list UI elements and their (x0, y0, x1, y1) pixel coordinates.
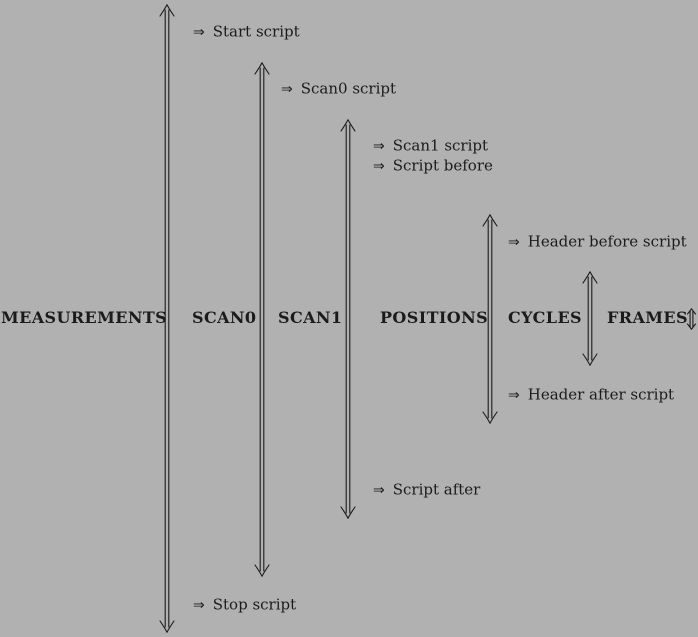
double-right-arrow-icon: ⇒ (373, 482, 385, 499)
double-right-arrow-icon: ⇒ (193, 24, 205, 41)
level-label-scan0: SCAN0 (192, 308, 257, 327)
annotation-text: Scan0 script (300, 79, 397, 98)
annotation-stop-script: ⇒ Stop script (193, 595, 297, 614)
level-label-frames: FRAMES (607, 308, 688, 327)
annotation-text: Script before (392, 156, 493, 175)
level-label-measurements: MEASUREMENTS (1, 308, 168, 327)
updown-arrow-icon-frames (686, 308, 696, 330)
loop-extent-arrow-positions (482, 214, 498, 424)
double-right-arrow-icon: ⇒ (508, 234, 520, 251)
loop-extent-arrow-scan1 (340, 119, 356, 519)
double-right-arrow-icon: ⇒ (281, 81, 293, 98)
double-right-arrow-icon: ⇒ (373, 158, 385, 175)
level-label-cycles: CYCLES (508, 308, 583, 327)
double-right-arrow-icon: ⇒ (193, 597, 205, 614)
double-right-arrow-icon: ⇒ (373, 138, 385, 155)
loop-extent-arrow-measurements (159, 4, 175, 633)
double-right-arrow-icon: ⇒ (508, 387, 520, 404)
annotation-header-before-script: ⇒ Header before script (508, 232, 687, 251)
annotation-header-after-script: ⇒ Header after script (508, 385, 675, 404)
level-label-scan1: SCAN1 (278, 308, 343, 327)
annotation-script-after: ⇒ Script after (373, 480, 481, 499)
annotation-scan0-script: ⇒ Scan0 script (281, 79, 397, 98)
annotation-text: Start script (212, 22, 300, 41)
annotation-text: Stop script (212, 595, 297, 614)
level-label-positions: POSITIONS (380, 308, 489, 327)
loop-extent-arrow-cycles (582, 271, 598, 366)
annotation-text: Header after script (527, 385, 675, 404)
annotation-script-before: ⇒ Script before (373, 156, 493, 175)
annotation-text: Scan1 script (392, 136, 489, 155)
annotation-scan1-script: ⇒ Scan1 script (373, 136, 489, 155)
annotation-text: Header before script (527, 232, 687, 251)
loop-extent-arrow-scan0 (254, 62, 270, 577)
annotation-start-script: ⇒ Start script (193, 22, 300, 41)
annotation-text: Script after (392, 480, 481, 499)
